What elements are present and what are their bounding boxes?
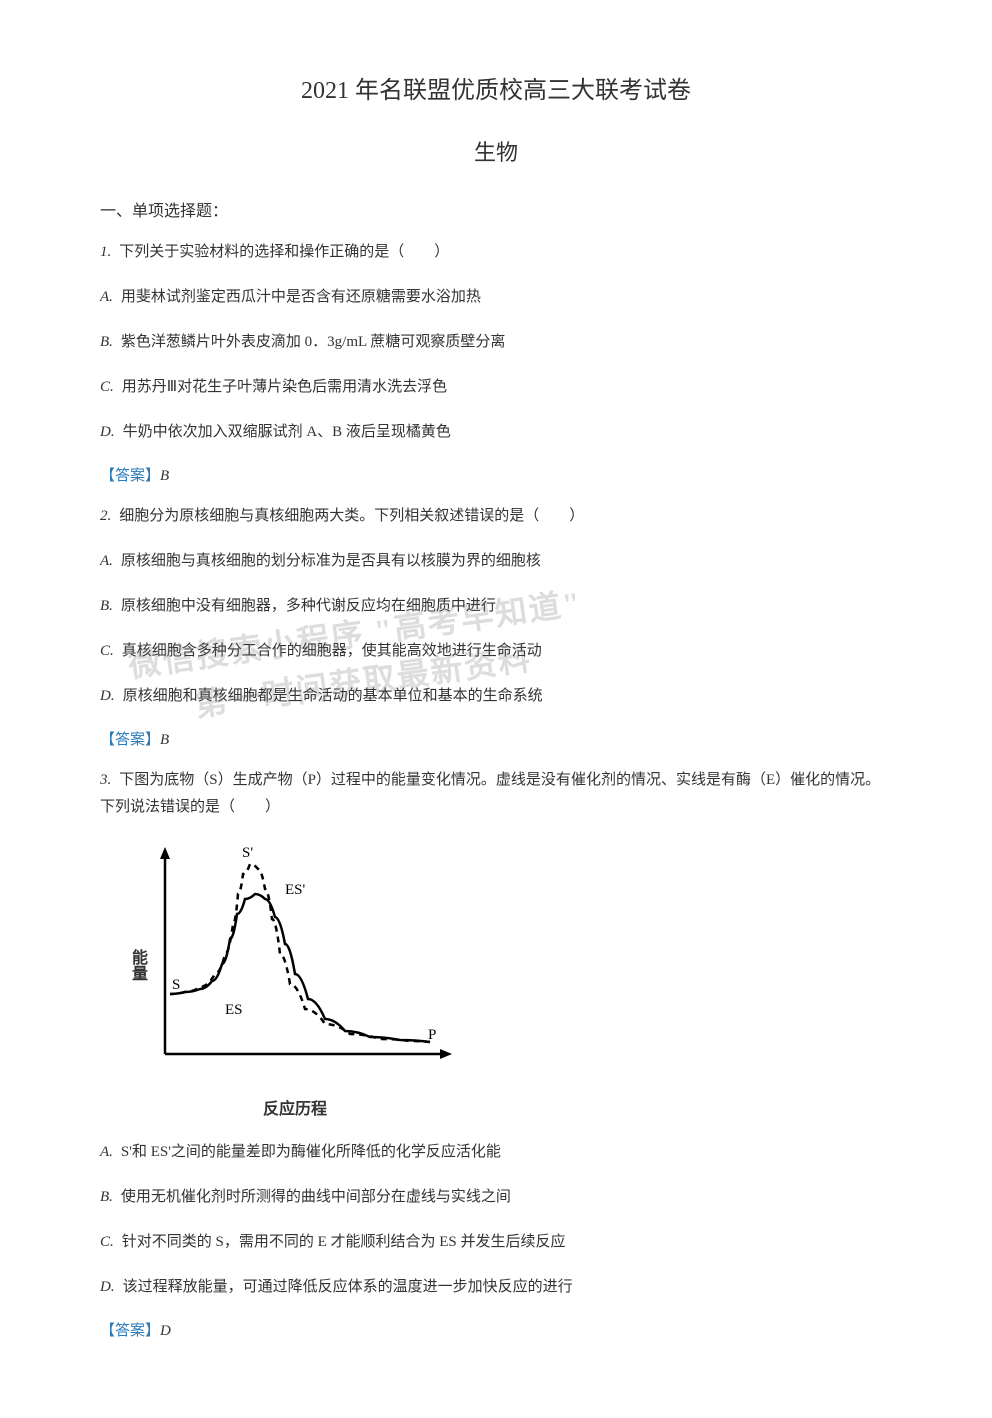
q3-option-c: C. 针对不同类的 S，需用不同的 E 才能顺利结合为 ES 并发生后续反应 bbox=[100, 1229, 892, 1256]
q1-answer-label: 【答案】 bbox=[100, 468, 160, 484]
q1-optA-text: 用斐林试剂鉴定西瓜汁中是否含有还原糖需要水浴加热 bbox=[121, 289, 481, 305]
energy-chart: SS'ESES'P 能量 反应历程 bbox=[130, 839, 460, 1119]
q3-stem: 3.下图为底物（S）生成产物（P）过程中的能量变化情况。虚线是没有催化剂的情况、… bbox=[100, 767, 892, 821]
q2-num: 2. bbox=[100, 508, 111, 524]
q3-optC-text: 针对不同类的 S，需用不同的 E 才能顺利结合为 ES 并发生后续反应 bbox=[122, 1234, 566, 1250]
q2-optA-text: 原核细胞与真核细胞的划分标准为是否具有以核膜为界的细胞核 bbox=[121, 553, 541, 569]
svg-text:P: P bbox=[428, 1027, 436, 1043]
exam-subject: 生物 bbox=[100, 135, 892, 167]
q2-option-b: B. 原核细胞中没有细胞器，多种代谢反应均在细胞质中进行 bbox=[100, 593, 892, 620]
q3-option-b: B. 使用无机催化剂时所测得的曲线中间部分在虚线与实线之间 bbox=[100, 1184, 892, 1211]
q1-option-c: C. 用苏丹Ⅲ对花生子叶薄片染色后需用清水洗去浮色 bbox=[100, 374, 892, 401]
q3-optC-label: C. bbox=[100, 1234, 114, 1250]
q2-answer-value: B bbox=[160, 732, 169, 748]
svg-text:ES: ES bbox=[225, 1002, 243, 1018]
q1-option-d: D. 牛奶中依次加入双缩脲试剂 A、B 液后呈现橘黄色 bbox=[100, 419, 892, 446]
q2-answer: 【答案】B bbox=[100, 728, 892, 749]
q2-answer-label: 【答案】 bbox=[100, 732, 160, 748]
q2-optB-text: 原核细胞中没有细胞器，多种代谢反应均在细胞质中进行 bbox=[121, 598, 496, 614]
q2-option-a: A. 原核细胞与真核细胞的划分标准为是否具有以核膜为界的细胞核 bbox=[100, 548, 892, 575]
q1-optB-label: B. bbox=[100, 334, 113, 350]
q3-text: 下图为底物（S）生成产物（P）过程中的能量变化情况。虚线是没有催化剂的情况、实线… bbox=[100, 772, 880, 815]
q2-stem: 2. 细胞分为原核细胞与真核细胞两大类。下列相关叙述错误的是（ ） bbox=[100, 503, 892, 530]
q3-optB-label: B. bbox=[100, 1189, 113, 1205]
q1-option-b: B. 紫色洋葱鳞片叶外表皮滴加 0．3g/mL 蔗糖可观察质壁分离 bbox=[100, 329, 892, 356]
q1-num: 1. bbox=[100, 244, 111, 260]
q3-option-d: D. 该过程释放能量，可通过降低反应体系的温度进一步加快反应的进行 bbox=[100, 1274, 892, 1301]
q1-optB-text: 紫色洋葱鳞片叶外表皮滴加 0．3g/mL 蔗糖可观察质壁分离 bbox=[121, 334, 505, 350]
exam-title: 2021 年名联盟优质校高三大联考试卷 bbox=[100, 70, 892, 105]
q1-answer-value: B bbox=[160, 468, 169, 484]
q3-answer-label: 【答案】 bbox=[100, 1323, 160, 1339]
q3-optA-label: A. bbox=[100, 1144, 113, 1160]
q1-optD-text: 牛奶中依次加入双缩脲试剂 A、B 液后呈现橘黄色 bbox=[123, 424, 451, 440]
q3-answer: 【答案】D bbox=[100, 1319, 892, 1340]
q3-num: 3. bbox=[100, 772, 111, 788]
energy-chart-svg: S S' ES ES' P bbox=[130, 839, 460, 1089]
q1-optC-text: 用苏丹Ⅲ对花生子叶薄片染色后需用清水洗去浮色 bbox=[122, 379, 447, 395]
q3-optA-text: S'和 ES'之间的能量差即为酶催化所降低的化学反应活化能 bbox=[121, 1144, 501, 1160]
q3-option-a: A. S'和 ES'之间的能量差即为酶催化所降低的化学反应活化能 bbox=[100, 1139, 892, 1166]
q1-answer: 【答案】B bbox=[100, 464, 892, 485]
q2-optA-label: A. bbox=[100, 553, 113, 569]
section-heading: 一、单项选择题： bbox=[100, 197, 892, 221]
q3-optD-text: 该过程释放能量，可通过降低反应体系的温度进一步加快反应的进行 bbox=[123, 1279, 573, 1295]
q2-optD-text: 原核细胞和真核细胞都是生命活动的基本单位和基本的生命系统 bbox=[123, 688, 543, 704]
q2-option-c: C. 真核细胞含多种分工合作的细胞器，使其能高效地进行生命活动 bbox=[100, 638, 892, 665]
q2-optD-label: D. bbox=[100, 688, 115, 704]
q1-optC-label: C. bbox=[100, 379, 114, 395]
q1-stem: 1. 下列关于实验材料的选择和操作正确的是（ ） bbox=[100, 239, 892, 266]
q2-text: 细胞分为原核细胞与真核细胞两大类。下列相关叙述错误的是（ ） bbox=[119, 508, 584, 524]
q2-optC-text: 真核细胞含多种分工合作的细胞器，使其能高效地进行生命活动 bbox=[122, 643, 542, 659]
q3-optB-text: 使用无机催化剂时所测得的曲线中间部分在虚线与实线之间 bbox=[121, 1189, 511, 1205]
q3-answer-value: D bbox=[160, 1323, 171, 1339]
svg-text:S: S bbox=[172, 977, 180, 993]
svg-text:ES': ES' bbox=[285, 882, 306, 898]
svg-text:S': S' bbox=[242, 845, 253, 861]
q2-optB-label: B. bbox=[100, 598, 113, 614]
q1-text: 下列关于实验材料的选择和操作正确的是（ ） bbox=[119, 244, 449, 260]
chart-ylabel: 能量 bbox=[125, 949, 149, 981]
q2-optC-label: C. bbox=[100, 643, 114, 659]
q1-optD-label: D. bbox=[100, 424, 115, 440]
q1-optA-label: A. bbox=[100, 289, 113, 305]
q1-option-a: A. 用斐林试剂鉴定西瓜汁中是否含有还原糖需要水浴加热 bbox=[100, 284, 892, 311]
chart-xlabel: 反应历程 bbox=[263, 1095, 327, 1119]
q3-optD-label: D. bbox=[100, 1279, 115, 1295]
q2-option-d: D. 原核细胞和真核细胞都是生命活动的基本单位和基本的生命系统 bbox=[100, 683, 892, 710]
